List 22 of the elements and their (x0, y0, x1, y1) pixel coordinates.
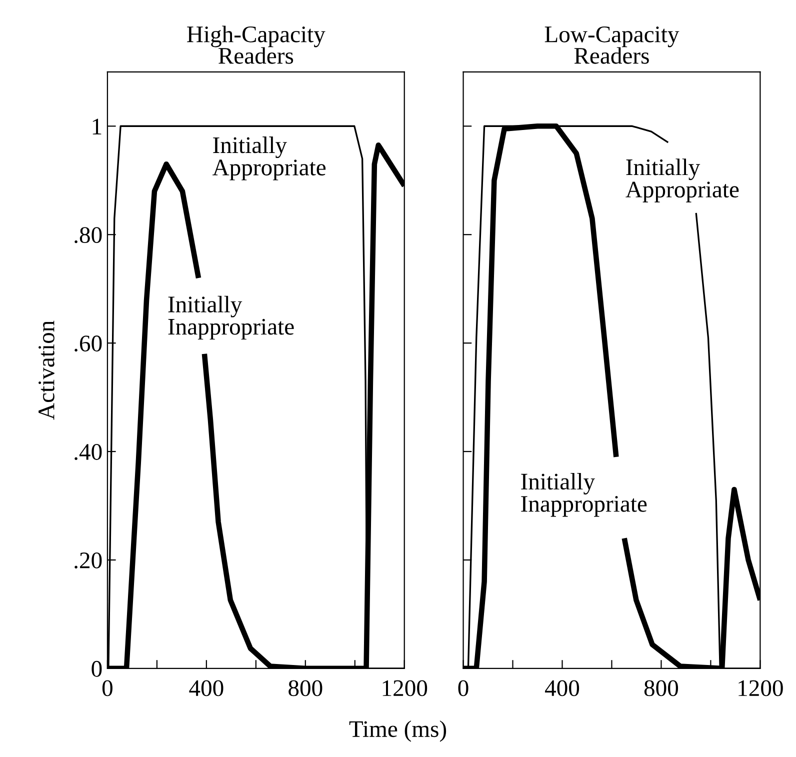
y-tick-label: 1 (92, 118, 102, 134)
y-tick-label: .20 (74, 552, 102, 568)
x-tick-label: 0 (458, 680, 468, 696)
x-tick-label: 1200 (738, 680, 783, 696)
y-tick-label: .60 (74, 336, 102, 352)
series-label: Initially Inappropriate (168, 296, 294, 340)
x-tick-label: 800 (644, 680, 678, 696)
x-tick-label: 1200 (382, 680, 428, 696)
y-tick-label: 0 (92, 660, 102, 677)
y-tick-label: .40 (74, 444, 102, 460)
x-tick-label: 800 (288, 680, 322, 696)
y-tick-label: .80 (74, 227, 102, 244)
x-tick-label: 0 (102, 680, 112, 696)
series-label: Initially Inappropriate (521, 472, 647, 517)
y-axis-title: Activation (38, 320, 54, 420)
x-tick-label: 400 (544, 680, 580, 696)
series-label: Initially Appropriate (626, 158, 739, 202)
x-axis-title: Time (ms) (349, 720, 446, 742)
chart-title: Low-Capacity Readers (544, 26, 680, 64)
series-label: Initially Appropriate (212, 136, 326, 180)
chart-title: High-Capacity Readers (187, 26, 326, 64)
x-tick-label: 400 (189, 680, 224, 696)
